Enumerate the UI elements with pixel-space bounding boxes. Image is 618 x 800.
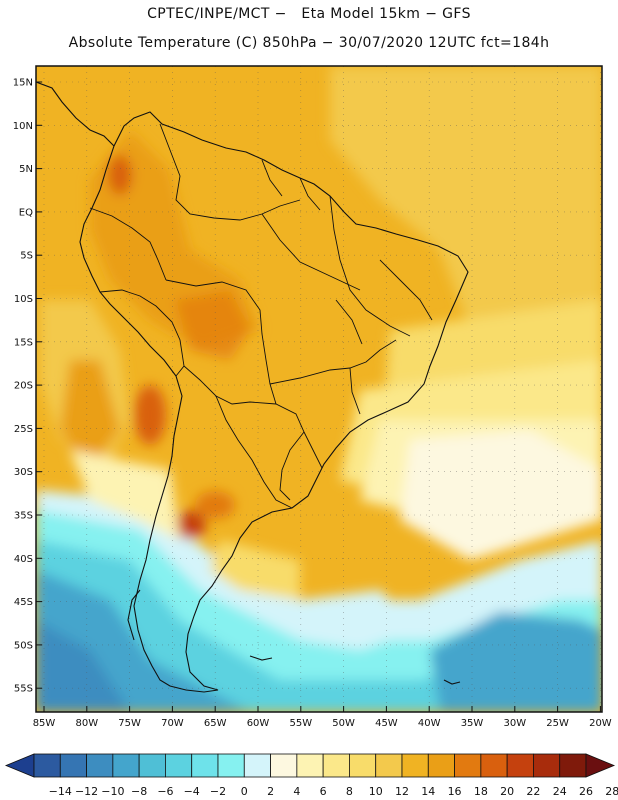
colorbar-swatch [243, 753, 271, 778]
colorbar-label: 24 [553, 785, 567, 798]
colorbar-swatch [165, 753, 193, 778]
colorbar-label: −10 [101, 785, 124, 798]
colorbar-label: 4 [293, 785, 300, 798]
lat-label: 30S [14, 467, 33, 478]
country-borders [89, 123, 433, 509]
longitude-labels: 85W 80W 75W 70W 65W 60W 55W 50W 45W 40W 35W 30W 25W 2… [33, 706, 612, 729]
colorbar-swatch [559, 753, 587, 778]
map-frame [35, 65, 603, 713]
colorbar-swatch [427, 753, 455, 778]
lon-label: 45W [375, 718, 398, 729]
lat-label: 5N [19, 164, 33, 175]
chart-title-line-2: Absolute Temperature (C) 850hPa − 30/07/… [68, 35, 550, 51]
colorbar-swatch [322, 753, 350, 778]
graticule [36, 66, 602, 712]
colorbar-swatch [112, 753, 140, 778]
colorbar-swatch [86, 753, 114, 778]
lat-label: 50S [14, 640, 33, 651]
colorbar-swatch [375, 753, 403, 778]
colorbar-swatch [270, 753, 298, 778]
colorbar-arrow-low [4, 753, 35, 778]
lat-label: 35S [14, 511, 33, 522]
colorbar-swatch [33, 753, 61, 778]
colorbar-label: −4 [184, 785, 200, 798]
lat-label: 55S [14, 684, 33, 695]
colorbar-swatch [349, 753, 377, 778]
colorbar-swatch [533, 753, 561, 778]
lon-label: 70W [161, 718, 184, 729]
colorbar-label: 28 [605, 785, 618, 798]
lat-label: 15S [14, 337, 33, 348]
lon-label: 60W [247, 718, 270, 729]
lon-label: 85W [33, 718, 56, 729]
lon-label: 65W [204, 718, 227, 729]
lon-label: 25W [546, 718, 569, 729]
colorbar-swatch [138, 753, 166, 778]
temperature-field [36, 66, 602, 712]
colorbar-swatch [506, 753, 534, 778]
colorbar-label: −8 [131, 785, 147, 798]
colorbar-labels: −14 −12 −10 −8 −6 −4 −2 0 2 4 6 8 10 12 14 16 18 20 22 24 26… [49, 785, 618, 798]
lon-label: 40W [418, 718, 441, 729]
lat-label: 5S [20, 251, 33, 262]
lat-label: 45S [14, 597, 33, 608]
colorbar-swatch [217, 753, 245, 778]
lon-label: 30W [503, 718, 526, 729]
lat-label: 20S [14, 381, 33, 392]
colorbar-label: −14 [49, 785, 72, 798]
colorbar-label: 2 [267, 785, 274, 798]
colorbar-label: 20 [500, 785, 514, 798]
lon-label: 20W [589, 718, 612, 729]
lat-label: 10S [14, 294, 33, 305]
colorbar-label: 22 [526, 785, 540, 798]
colorbar [4, 753, 616, 778]
colorbar-label: 14 [421, 785, 435, 798]
lat-label: 15N [13, 78, 33, 89]
lon-label: 75W [118, 718, 141, 729]
colorbar-label: −6 [157, 785, 173, 798]
colorbar-swatch [59, 753, 87, 778]
lon-label: 55W [289, 718, 312, 729]
colorbar-label: −12 [75, 785, 98, 798]
colorbar-label: 18 [474, 785, 488, 798]
chart-title-line-1: CPTEC/INPE/MCT − Eta Model 15km − GFS [147, 6, 471, 22]
lon-label: 35W [461, 718, 484, 729]
colorbar-swatch [480, 753, 508, 778]
colorbar-label: 26 [579, 785, 593, 798]
colorbar-arrow-high [585, 753, 616, 778]
lat-label: 40S [14, 554, 33, 565]
colorbar-label: 6 [320, 785, 327, 798]
colorbar-label: 12 [395, 785, 409, 798]
latitude-labels: 15N 10N 5N EQ 5S 10S 15S 20S 25S 30S 35S 40S 45S 50S 5… [13, 78, 42, 695]
lat-label: 10N [13, 121, 33, 132]
lon-label: 80W [75, 718, 98, 729]
colorbar-swatch [191, 753, 219, 778]
colorbar-swatch [296, 753, 324, 778]
lat-label: EQ [19, 207, 33, 218]
coastline [36, 81, 469, 693]
colorbar-label: 10 [369, 785, 383, 798]
colorbar-label: 8 [346, 785, 353, 798]
colorbar-label: −2 [210, 785, 226, 798]
colorbar-swatch [454, 753, 482, 778]
colorbar-swatch [401, 753, 429, 778]
lon-label: 50W [332, 718, 355, 729]
lat-label: 25S [14, 424, 33, 435]
colorbar-label: 16 [448, 785, 462, 798]
colorbar-label: 0 [241, 785, 248, 798]
